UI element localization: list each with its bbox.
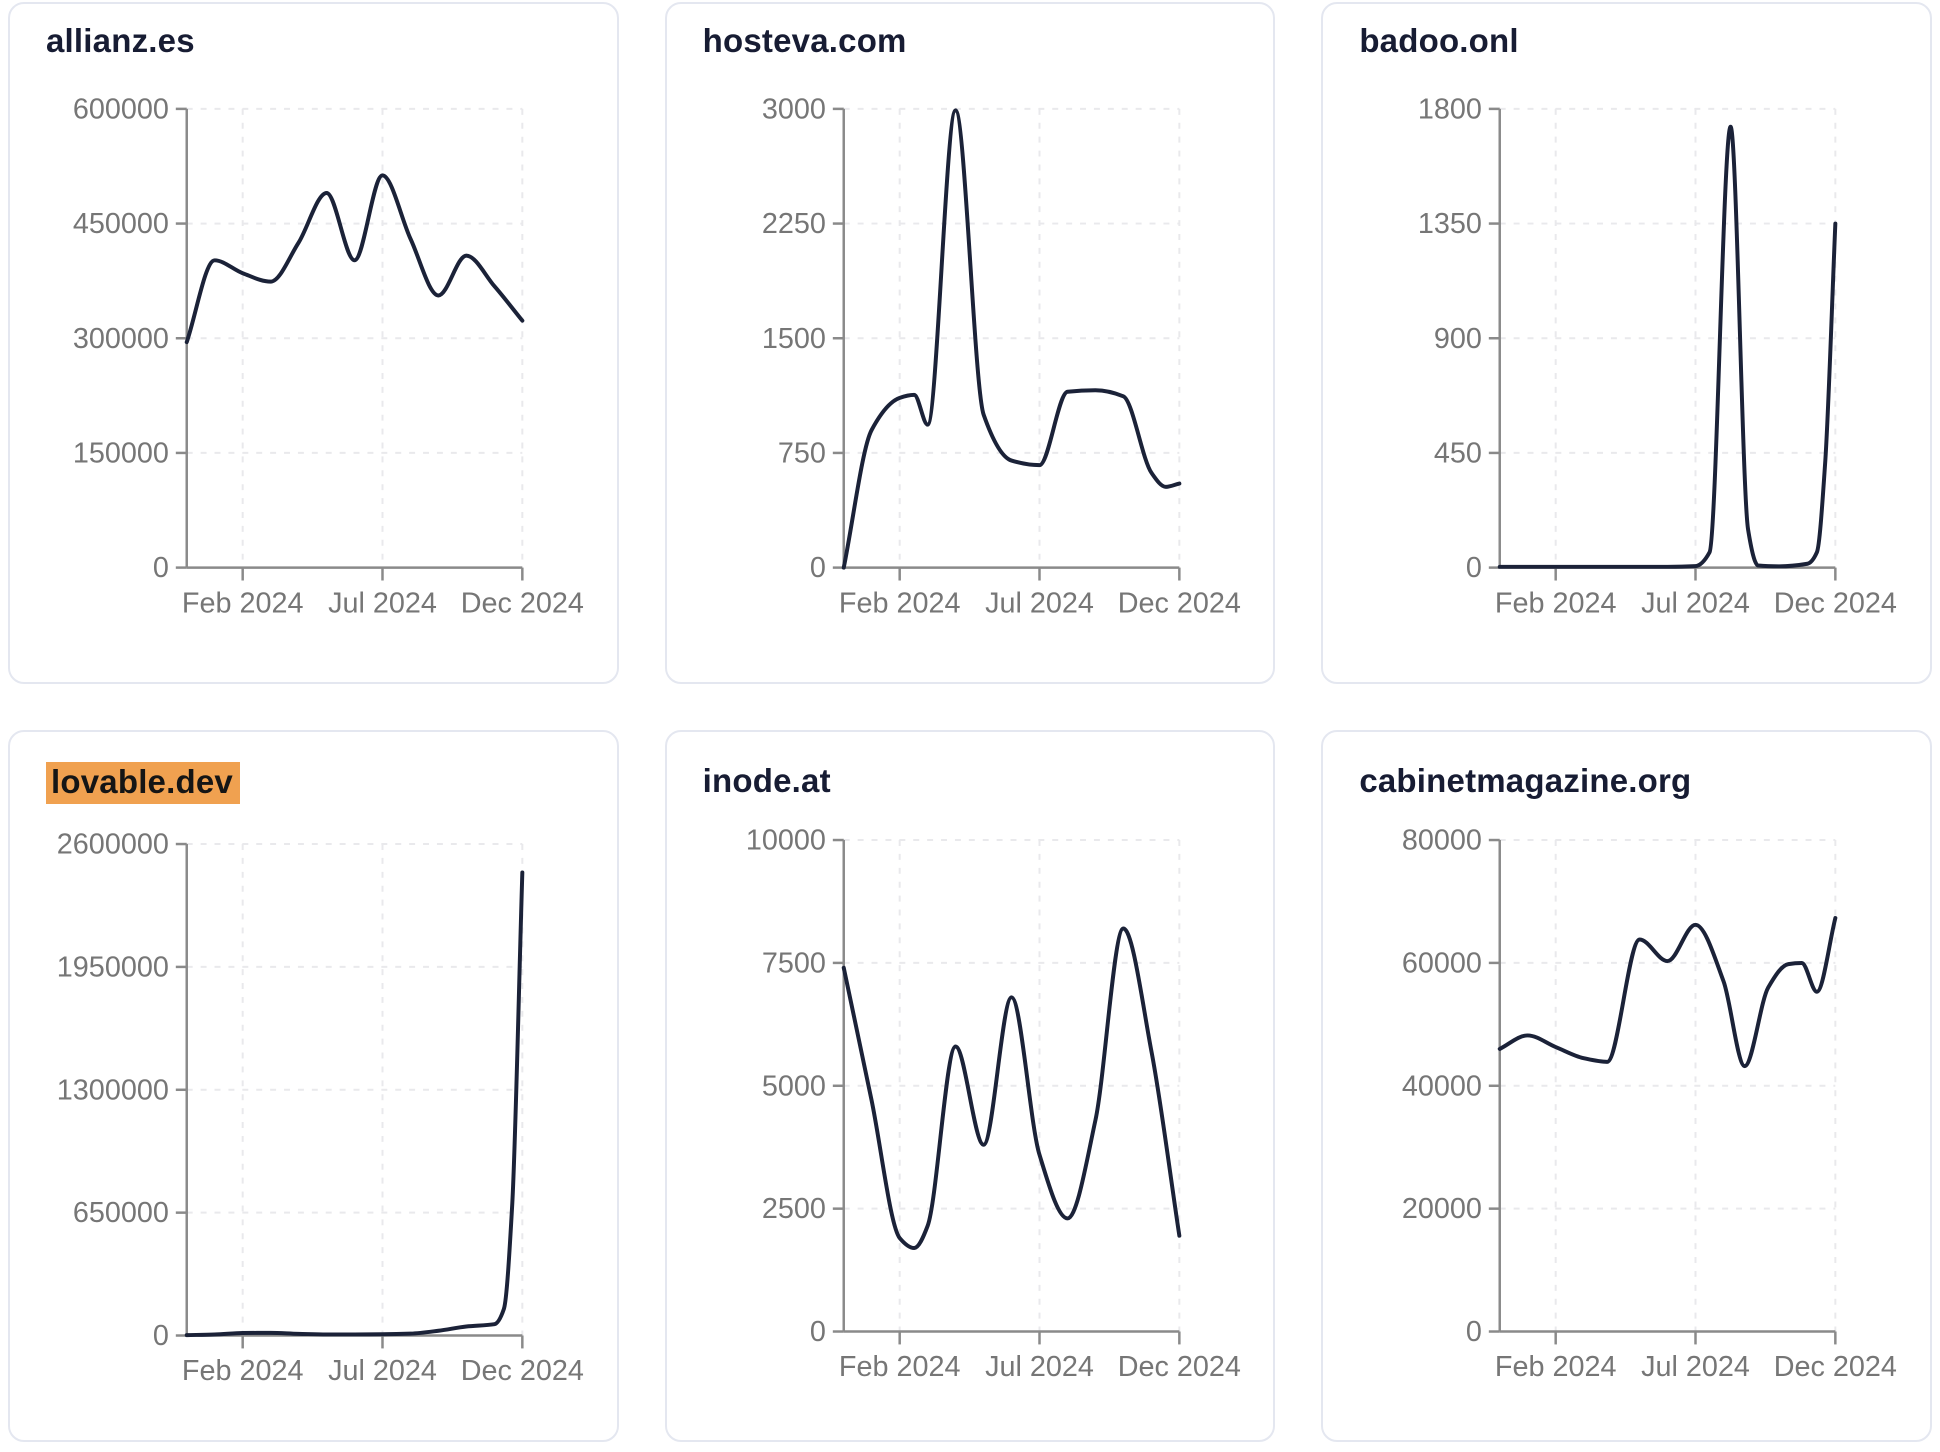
x-tick-label: Dec 2024: [1774, 1351, 1897, 1383]
y-tick-label: 10000: [745, 825, 825, 857]
y-tick-label: 600000: [73, 93, 169, 125]
chart-card-header: cabinetmagazine.org: [1359, 762, 1930, 800]
series-line: [841, 926, 1181, 1251]
y-tick-label: 1800: [1418, 93, 1482, 125]
x-tick-label: Feb 2024: [182, 1355, 304, 1387]
y-tick-label: 0: [153, 1320, 169, 1352]
x-tick-label: Feb 2024: [839, 1351, 961, 1383]
line-chart: 0 150000 300000 450000 600000 Feb 2024 Jul 202…: [73, 93, 584, 619]
line-chart: 0 450 900 1350 1800 Feb 2024 Jul 2024 Dec 2024: [1418, 93, 1897, 619]
line-chart: 0 20000 40000 60000 80000 Feb 2024 Jul 2024 Dec…: [1402, 825, 1897, 1384]
y-tick-label: 60000: [1402, 947, 1482, 979]
y-tick-label: 1950000: [57, 952, 169, 984]
chart-title[interactable]: cabinetmagazine.org: [1359, 762, 1692, 799]
y-tick-label: 0: [1466, 552, 1482, 584]
x-tick-label: Dec 2024: [1774, 587, 1897, 619]
series-line: [1498, 916, 1838, 1069]
line-chart: 0 750 1500 2250 3000 Feb 2024 Jul 2024 Dec 2024: [761, 93, 1240, 619]
y-tick-label: 2250: [761, 208, 825, 240]
y-tick-label: 900: [1434, 323, 1482, 355]
chart-card: badoo.onl 0 450 900 1350 1800 Feb 2024 Jul 2024…: [1321, 2, 1932, 684]
chart-card-header: allianz.es: [46, 22, 617, 60]
chart-card-header: inode.at: [703, 762, 1274, 800]
chart-title[interactable]: hosteva.com: [702, 22, 907, 59]
y-tick-label: 2500: [761, 1193, 825, 1225]
y-tick-label: 650000: [73, 1197, 169, 1229]
y-tick-label: 3000: [761, 93, 825, 125]
line-chart: 0 650000 1300000 1950000 2600000 Feb 2024 Jul …: [57, 829, 584, 1388]
y-tick-label: 0: [153, 552, 169, 584]
chart-card-header: badoo.onl: [1359, 22, 1930, 60]
y-tick-label: 1300000: [57, 1074, 169, 1106]
chart-card-header: hosteva.com: [703, 22, 1274, 60]
x-tick-label: Dec 2024: [461, 587, 584, 619]
y-tick-label: 0: [810, 552, 826, 584]
x-tick-label: Dec 2024: [461, 1355, 584, 1387]
series-line: [1498, 124, 1838, 569]
chart-card: hosteva.com 0 750 1500 2250 3000 Feb 2024 Jul 2…: [664, 2, 1276, 684]
y-tick-label: 5000: [761, 1070, 825, 1102]
x-tick-label: Jul 2024: [1641, 1351, 1750, 1383]
chart-title[interactable]: allianz.es: [46, 22, 195, 59]
y-tick-label: 1500: [761, 323, 825, 355]
x-tick-label: Jul 2024: [985, 1351, 1094, 1383]
x-tick-label: Jul 2024: [985, 587, 1094, 619]
series-line: [184, 173, 525, 345]
x-tick-label: Feb 2024: [1495, 1351, 1617, 1383]
chart-title[interactable]: inode.at: [702, 762, 831, 799]
series-line: [184, 870, 525, 1338]
y-tick-label: 0: [1466, 1316, 1482, 1348]
x-tick-label: Dec 2024: [1117, 587, 1240, 619]
x-tick-label: Jul 2024: [328, 1355, 437, 1387]
y-tick-label: 80000: [1402, 825, 1482, 857]
chart-card-header: lovable.dev: [46, 762, 617, 804]
chart-card: cabinetmagazine.org 0 20000 40000 60000 80000…: [1321, 730, 1932, 1442]
x-tick-label: Feb 2024: [1495, 587, 1617, 619]
y-tick-label: 20000: [1402, 1193, 1482, 1225]
y-tick-label: 0: [810, 1316, 826, 1348]
x-tick-label: Dec 2024: [1117, 1351, 1240, 1383]
x-tick-label: Feb 2024: [839, 587, 961, 619]
line-chart: 0 2500 5000 7500 10000 Feb 2024 Jul 2024 Dec 20…: [745, 825, 1240, 1384]
chart-title[interactable]: badoo.onl: [1359, 22, 1519, 59]
y-tick-label: 750: [777, 438, 825, 470]
series-line: [841, 108, 1181, 570]
y-tick-label: 7500: [761, 947, 825, 979]
chart-card: lovable.dev 0 650000 1300000 1950000 2600000 F…: [8, 730, 619, 1442]
x-tick-label: Jul 2024: [328, 587, 437, 619]
y-tick-label: 300000: [73, 323, 169, 355]
y-tick-label: 150000: [73, 438, 169, 470]
x-tick-label: Feb 2024: [182, 587, 304, 619]
y-tick-label: 2600000: [57, 829, 169, 861]
y-tick-label: 450: [1434, 438, 1482, 470]
y-tick-label: 1350: [1418, 208, 1482, 240]
y-tick-label: 450000: [73, 208, 169, 240]
chart-card: inode.at 0 2500 5000 7500 10000 Feb 2024 Jul 20…: [664, 730, 1276, 1442]
chart-card: allianz.es 0 150000 300000 450000 600000 Feb 2…: [8, 2, 619, 684]
y-tick-label: 40000: [1402, 1070, 1482, 1102]
x-tick-label: Jul 2024: [1641, 587, 1750, 619]
chart-title-highlighted[interactable]: lovable.dev: [46, 762, 240, 804]
